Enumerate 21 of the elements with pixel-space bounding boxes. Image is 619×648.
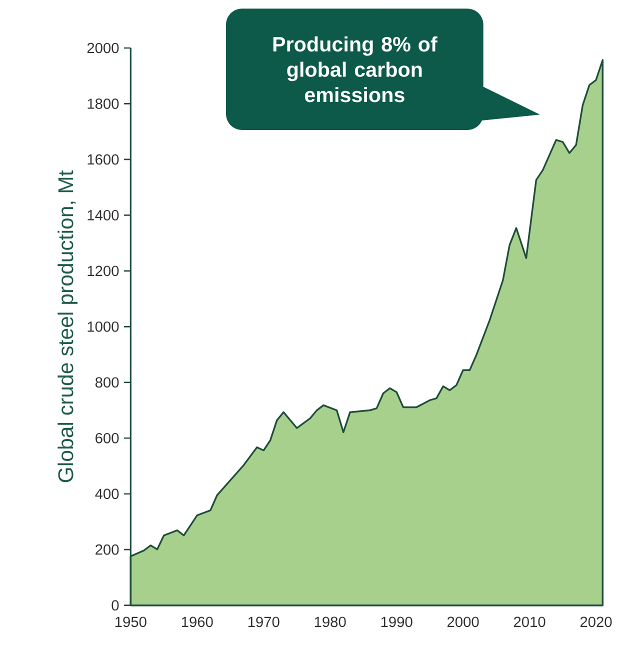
y-tick-label: 600	[96, 432, 119, 444]
x-tick-label: 1990	[382, 616, 412, 628]
y-axis-title: Global crude steel production, Mt	[58, 170, 78, 482]
y-tick-label: 800	[96, 377, 119, 388]
x-tick-label: 1980	[315, 616, 346, 628]
y-tick-label: 1800	[88, 98, 119, 109]
x-tick-label: 1960	[182, 616, 214, 628]
y-tick-label: 2000	[88, 42, 119, 54]
y-tick-label: 400	[95, 488, 119, 500]
annotation: Producing 8% of global carbon emissions	[274, 36, 438, 102]
x-tick-label: 2010	[514, 616, 546, 628]
x-tick-label: 1950	[116, 616, 147, 628]
x-tick-label: 2000	[448, 616, 479, 628]
y-tick-label: 1200	[88, 266, 119, 276]
y-tick-label: 0	[112, 600, 119, 611]
x-tick-label: 2020	[580, 616, 612, 628]
y-tick-label: 1600	[88, 154, 119, 165]
x-tick-label: 1970	[248, 616, 280, 628]
y-tick-label: 1400	[88, 210, 119, 220]
y-tick-label: 200	[96, 544, 119, 555]
y-tick-label: 1000	[88, 321, 119, 332]
